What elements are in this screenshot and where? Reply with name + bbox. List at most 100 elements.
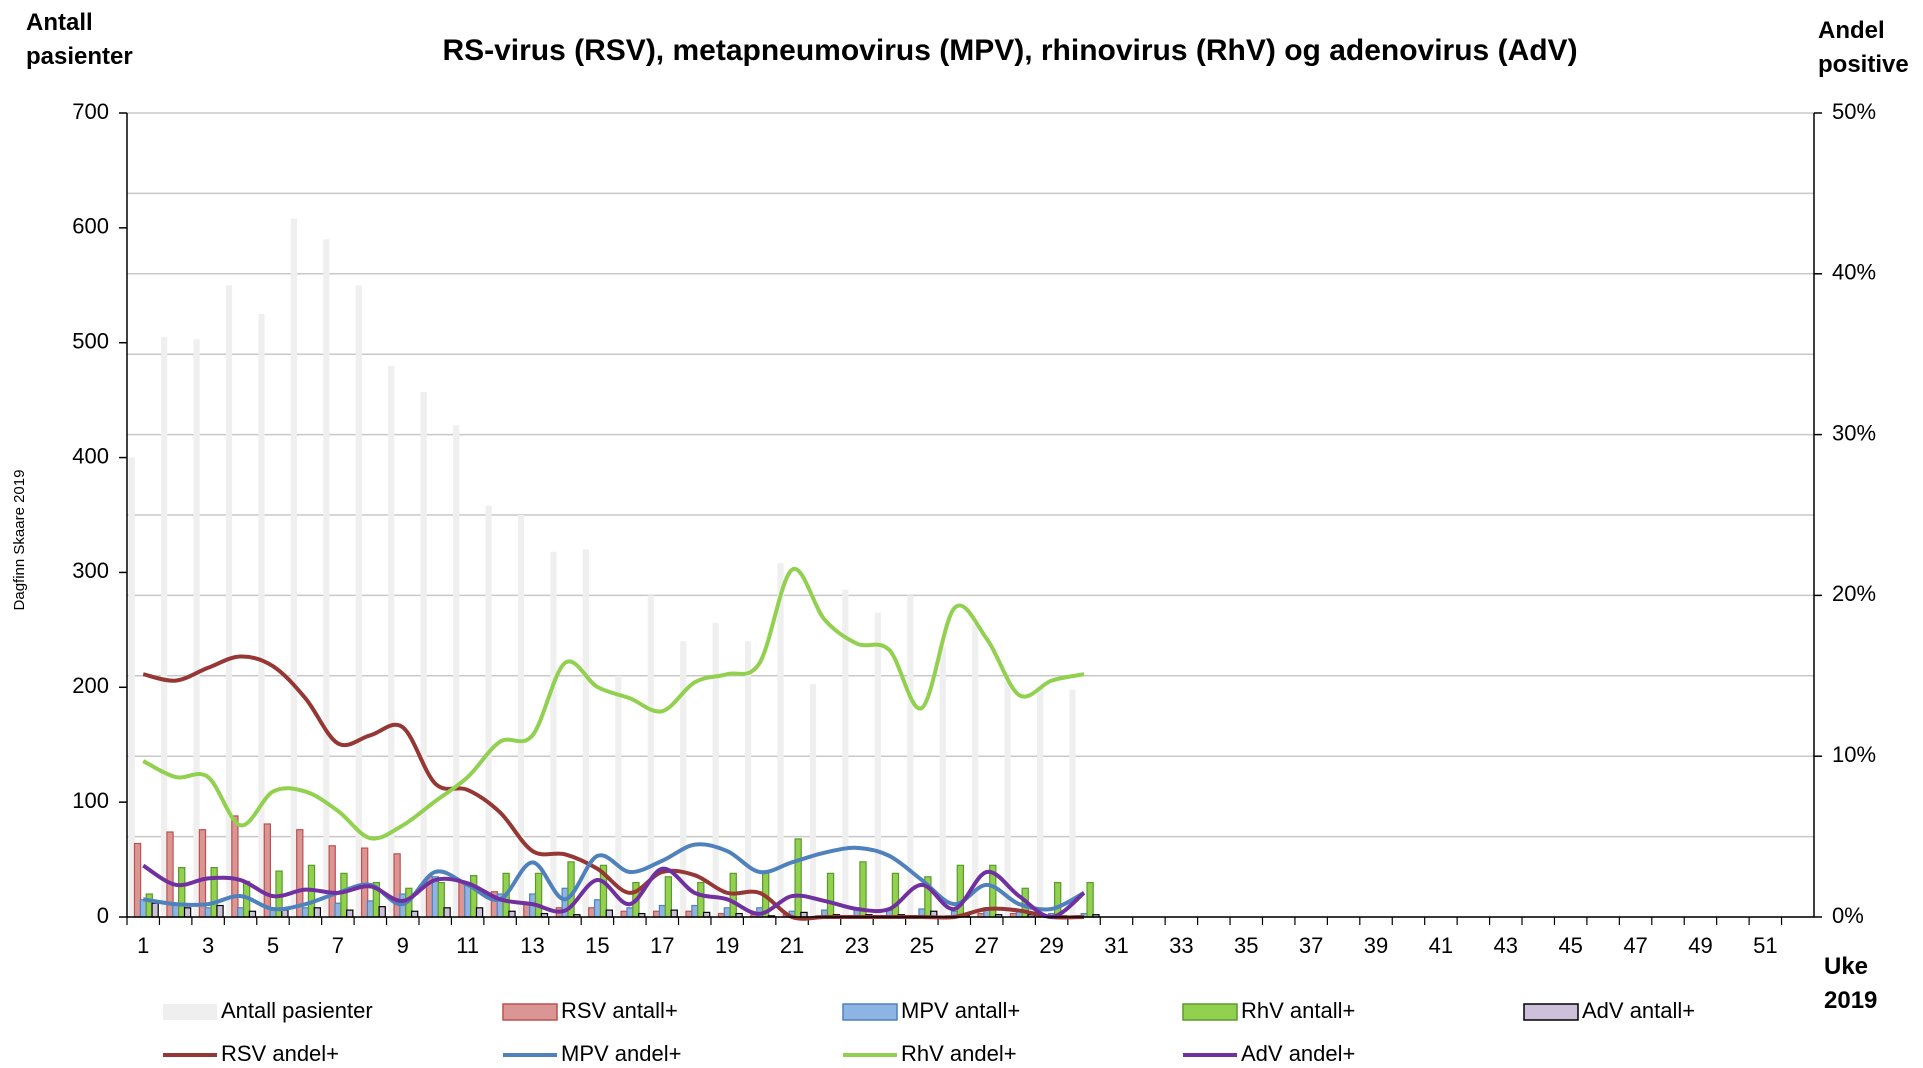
x-tick-label: 11	[456, 933, 479, 958]
x-tick-label: 7	[332, 933, 344, 958]
bar	[745, 641, 752, 917]
bar	[664, 876, 673, 918]
bar	[891, 872, 900, 918]
legend-label: RhV antall+	[1241, 998, 1355, 1023]
bar	[193, 339, 200, 918]
legend-swatch	[1523, 1003, 1579, 1021]
x-tick-label: 9	[397, 933, 409, 958]
y-axis-label: Antall pasienter	[26, 9, 133, 70]
bar	[1004, 681, 1011, 917]
bar	[453, 425, 460, 917]
bar	[133, 842, 142, 918]
x-tick-label: 23	[845, 933, 869, 958]
bar	[670, 909, 678, 918]
bar	[183, 907, 192, 918]
bar	[334, 902, 342, 918]
y2-tick-label: 30%	[1832, 420, 1876, 445]
x-tick-label: 41	[1429, 933, 1453, 958]
legend-label: AdV andel+	[1241, 1041, 1355, 1066]
bar	[231, 815, 239, 918]
bar	[172, 904, 180, 918]
bar	[355, 285, 362, 917]
x-tick-label: 17	[650, 933, 674, 958]
bar	[685, 910, 693, 918]
bar	[777, 563, 784, 917]
bar	[323, 239, 330, 918]
x-tick-label: 25	[910, 933, 934, 958]
line	[142, 863, 1086, 919]
x-tick-label: 49	[1688, 933, 1712, 958]
x-tick-label: 3	[202, 933, 214, 958]
x-tick-label: 37	[1299, 933, 1323, 958]
y-tick-label: 500	[72, 329, 109, 354]
x-tick-label: 1	[137, 933, 149, 958]
bar	[588, 907, 596, 918]
bar	[290, 218, 297, 917]
bar	[237, 907, 245, 918]
legend-label: RSV andel+	[221, 1041, 339, 1066]
bar	[281, 909, 289, 918]
bar	[1037, 687, 1044, 917]
legend-swatch	[842, 1003, 898, 1021]
x-tick-label: 31	[1104, 933, 1128, 958]
y-tick-label: 700	[72, 99, 109, 124]
bar	[1069, 689, 1076, 917]
bar	[842, 589, 849, 917]
legend-swatch	[163, 1004, 217, 1020]
x-tick-label: 19	[715, 933, 739, 958]
bar	[907, 595, 914, 917]
bar	[680, 641, 687, 917]
bar	[550, 551, 557, 917]
y-tick-label: 400	[72, 443, 109, 468]
x-axis-label: Uke 2019	[1824, 953, 1878, 1014]
y-tick-label: 600	[72, 214, 109, 239]
x-tick-label: 5	[267, 933, 279, 958]
legend-label: RhV andel+	[901, 1041, 1017, 1066]
legend-label: AdV antall+	[1582, 998, 1695, 1023]
bar	[534, 872, 543, 918]
bar	[605, 909, 614, 918]
legend-swatch	[1182, 1003, 1238, 1021]
bar	[647, 595, 654, 917]
bar	[366, 900, 375, 918]
y-tick-label: 0	[97, 903, 109, 928]
bar	[826, 872, 835, 918]
x-tick-label: 43	[1494, 933, 1518, 958]
bar	[161, 336, 168, 917]
bar	[593, 899, 602, 918]
bar	[939, 647, 946, 917]
credit: Dagfinn Skaare 2019	[11, 470, 28, 611]
bar	[216, 904, 224, 918]
bar	[248, 910, 257, 918]
y2-tick-label: 50%	[1832, 99, 1876, 124]
bar	[437, 881, 445, 918]
bar	[508, 910, 516, 918]
chart-title: RS-virus (RSV), metapneumovirus (MPV), r…	[442, 34, 1577, 67]
bar	[328, 845, 336, 918]
bar	[145, 893, 153, 918]
x-tick-label: 33	[1169, 933, 1193, 958]
bar	[626, 907, 634, 918]
x-tick-label: 21	[780, 933, 804, 958]
legend-label: Antall pasienter	[221, 998, 373, 1023]
x-tick-label: 39	[1364, 933, 1388, 958]
bar	[723, 907, 732, 918]
bar	[712, 622, 719, 917]
bar	[658, 904, 667, 918]
bar	[346, 909, 354, 918]
bar	[151, 902, 159, 918]
bar	[258, 314, 265, 917]
y2-axis-label: Andel positive	[1818, 17, 1909, 78]
bar	[128, 457, 135, 917]
bar	[470, 875, 478, 918]
bar	[178, 867, 186, 918]
x-tick-label: 47	[1623, 933, 1647, 958]
bar	[393, 853, 401, 918]
bar	[225, 285, 233, 917]
bar	[697, 881, 705, 918]
bar	[458, 881, 466, 918]
bar	[1086, 881, 1094, 918]
line	[142, 842, 1086, 912]
legend-label: MPV antall+	[901, 998, 1020, 1023]
